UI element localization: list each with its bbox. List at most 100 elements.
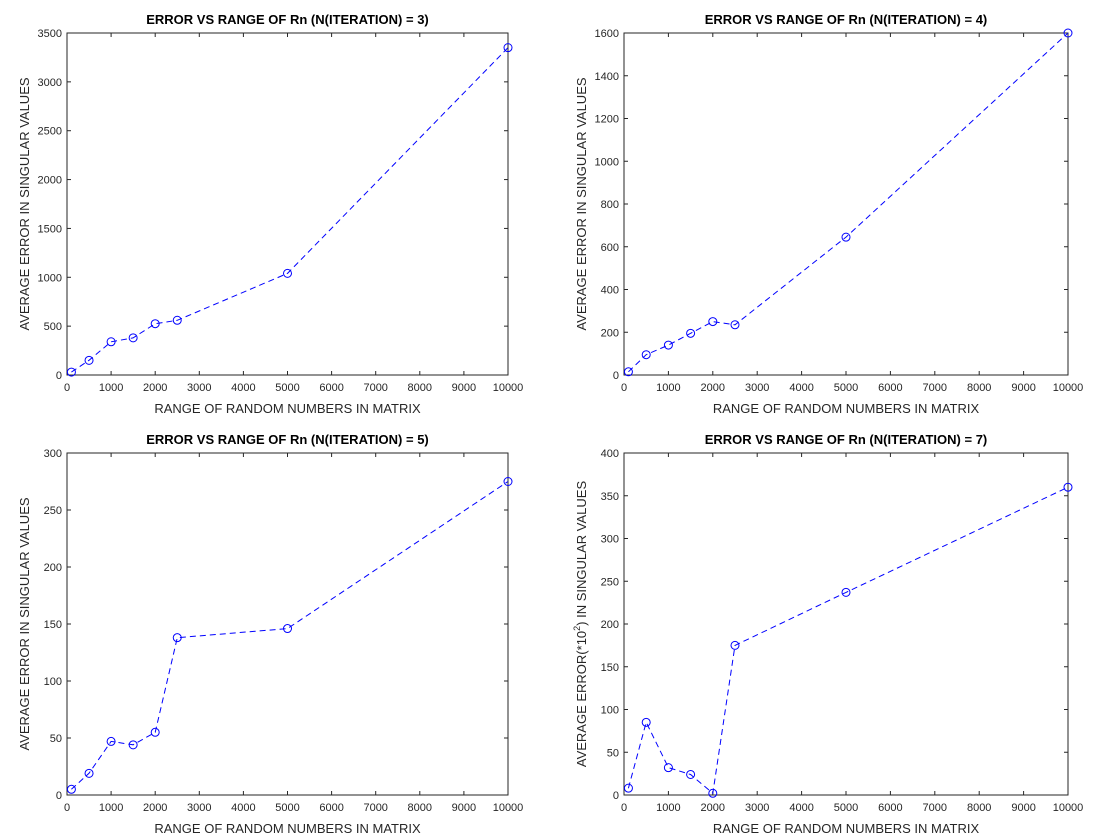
- y-tick-label: 300: [44, 448, 62, 460]
- series-line: [71, 481, 509, 790]
- x-tick-label: 3000: [745, 382, 769, 394]
- data-point: [1063, 28, 1073, 38]
- series-line: [627, 486, 1069, 795]
- x-tick-label: 0: [621, 802, 627, 814]
- y-axis-label-text: AVERAGE ERROR IN SINGULAR VALUES: [17, 497, 32, 750]
- x-tick-label: 10000: [1053, 802, 1084, 814]
- y-tick-label: 3000: [38, 77, 62, 89]
- data-point: [841, 587, 851, 597]
- y-tick-label: 500: [44, 321, 62, 333]
- y-tick-label: 1500: [38, 223, 62, 235]
- x-tick-label: 8000: [967, 802, 991, 814]
- chart-title: ERROR VS RANGE OF Rn (N(ITERATION) = 5): [146, 432, 429, 447]
- x-tick-label: 2000: [143, 382, 167, 394]
- x-tick-label: 0: [64, 382, 70, 394]
- x-tick-label: 1000: [99, 382, 123, 394]
- y-tick-label: 3500: [38, 28, 62, 40]
- y-axis-label-text: AVERAGE ERROR IN SINGULAR VALUES: [17, 77, 32, 330]
- x-tick-label: 0: [64, 802, 70, 814]
- data-point: [150, 727, 160, 737]
- y-tick-label: 1000: [595, 156, 619, 168]
- plot-area-box: [623, 452, 1069, 796]
- plot-area-box: [66, 32, 509, 376]
- x-tick-label: 6000: [319, 382, 343, 394]
- data-point: [283, 268, 292, 278]
- y-axis-label-text: AVERAGE ERROR IN SINGULAR VALUES: [574, 77, 589, 330]
- x-tick-label: 0: [621, 382, 627, 394]
- data-point: [503, 477, 513, 486]
- y-tick-label: 0: [613, 790, 619, 802]
- x-tick-label: 2000: [143, 802, 167, 814]
- y-tick-label: 1200: [595, 114, 619, 126]
- data-point: [730, 320, 740, 330]
- x-tick-label: 5000: [834, 382, 858, 394]
- chart-4: 0 1000 2000 3000 4000 5000 6000 7000 8000 9000 100…: [572, 432, 1083, 836]
- x-axis-label: RANGE OF RANDOM NUMBERS IN MATRIX: [713, 401, 980, 416]
- y-tick-label: 200: [601, 327, 619, 339]
- y-tick-label: 2500: [38, 126, 62, 138]
- x-tick-label: 1000: [99, 802, 123, 814]
- x-tick-label: 8000: [408, 802, 432, 814]
- y-tick-label: 150: [44, 619, 62, 631]
- y-tick-label: 200: [44, 562, 62, 574]
- x-tick-label: 6000: [878, 802, 902, 814]
- data-point: [128, 333, 138, 343]
- y-tick-label: 800: [601, 199, 619, 211]
- y-tick-label: 400: [601, 448, 619, 460]
- data-point: [150, 319, 160, 329]
- chart-title: ERROR VS RANGE OF Rn (N(ITERATION) = 3): [146, 12, 429, 27]
- data-point: [106, 736, 116, 746]
- data-point: [730, 640, 740, 650]
- x-tick-label: 5000: [275, 802, 299, 814]
- y-tick-label: 50: [607, 747, 619, 759]
- data-point: [106, 337, 116, 347]
- x-tick-label: 4000: [231, 382, 255, 394]
- data-point: [503, 43, 513, 53]
- x-tick-label: 2000: [701, 802, 725, 814]
- x-tick-label: 8000: [408, 382, 432, 394]
- y-tick-label: 1600: [595, 28, 619, 40]
- y-tick-label: 2000: [38, 175, 62, 187]
- data-point: [708, 317, 718, 327]
- y-tick-label: 400: [601, 285, 619, 297]
- chart-title: ERROR VS RANGE OF Rn (N(ITERATION) = 4): [705, 12, 988, 27]
- y-tick-label: 50: [50, 733, 62, 745]
- y-tick-label: 1000: [38, 272, 62, 284]
- y-axis-label: AVERAGE ERROR IN SINGULAR VALUES: [17, 497, 32, 750]
- x-tick-label: 6000: [319, 802, 343, 814]
- y-tick-label: 600: [601, 242, 619, 254]
- y-tick-label: 0: [56, 790, 62, 802]
- x-tick-label: 7000: [363, 382, 387, 394]
- x-tick-label: 4000: [789, 802, 813, 814]
- data-point: [66, 784, 76, 794]
- data-point: [172, 633, 182, 643]
- data-point: [128, 740, 138, 750]
- y-axis-label: AVERAGE ERROR IN SINGULAR VALUES: [17, 77, 32, 330]
- data-point: [1063, 482, 1073, 492]
- x-tick-label: 9000: [1011, 802, 1035, 814]
- y-tick-label: 250: [44, 505, 62, 517]
- x-tick-label: 1000: [656, 802, 680, 814]
- x-tick-label: 4000: [231, 802, 255, 814]
- x-tick-label: 5000: [834, 802, 858, 814]
- data-point: [84, 768, 94, 778]
- x-tick-label: 8000: [967, 382, 991, 394]
- x-tick-label: 9000: [452, 802, 476, 814]
- y-tick-label: 200: [601, 619, 619, 631]
- y-axis-label: AVERAGE ERROR(*102) IN SINGULAR VALUES: [572, 481, 589, 768]
- data-point: [283, 624, 292, 634]
- y-axis-label-superscript: 2: [572, 626, 582, 631]
- x-tick-label: 7000: [363, 802, 387, 814]
- plot-area-box: [66, 452, 509, 796]
- x-tick-label: 3000: [745, 802, 769, 814]
- y-tick-label: 1400: [595, 71, 619, 83]
- data-point: [663, 340, 673, 350]
- data-point: [172, 315, 182, 325]
- x-tick-label: 1000: [656, 382, 680, 394]
- x-tick-label: 10000: [493, 802, 524, 814]
- chart-3: 0 1000 2000 3000 4000 5000 6000 7000 8000 9000 100…: [17, 432, 523, 836]
- x-tick-label: 2000: [701, 382, 725, 394]
- chart-1: 0 1000 2000 3000 4000 5000 6000 7000 8000 9000 100…: [17, 12, 523, 416]
- data-point: [623, 367, 633, 377]
- data-point: [623, 783, 633, 793]
